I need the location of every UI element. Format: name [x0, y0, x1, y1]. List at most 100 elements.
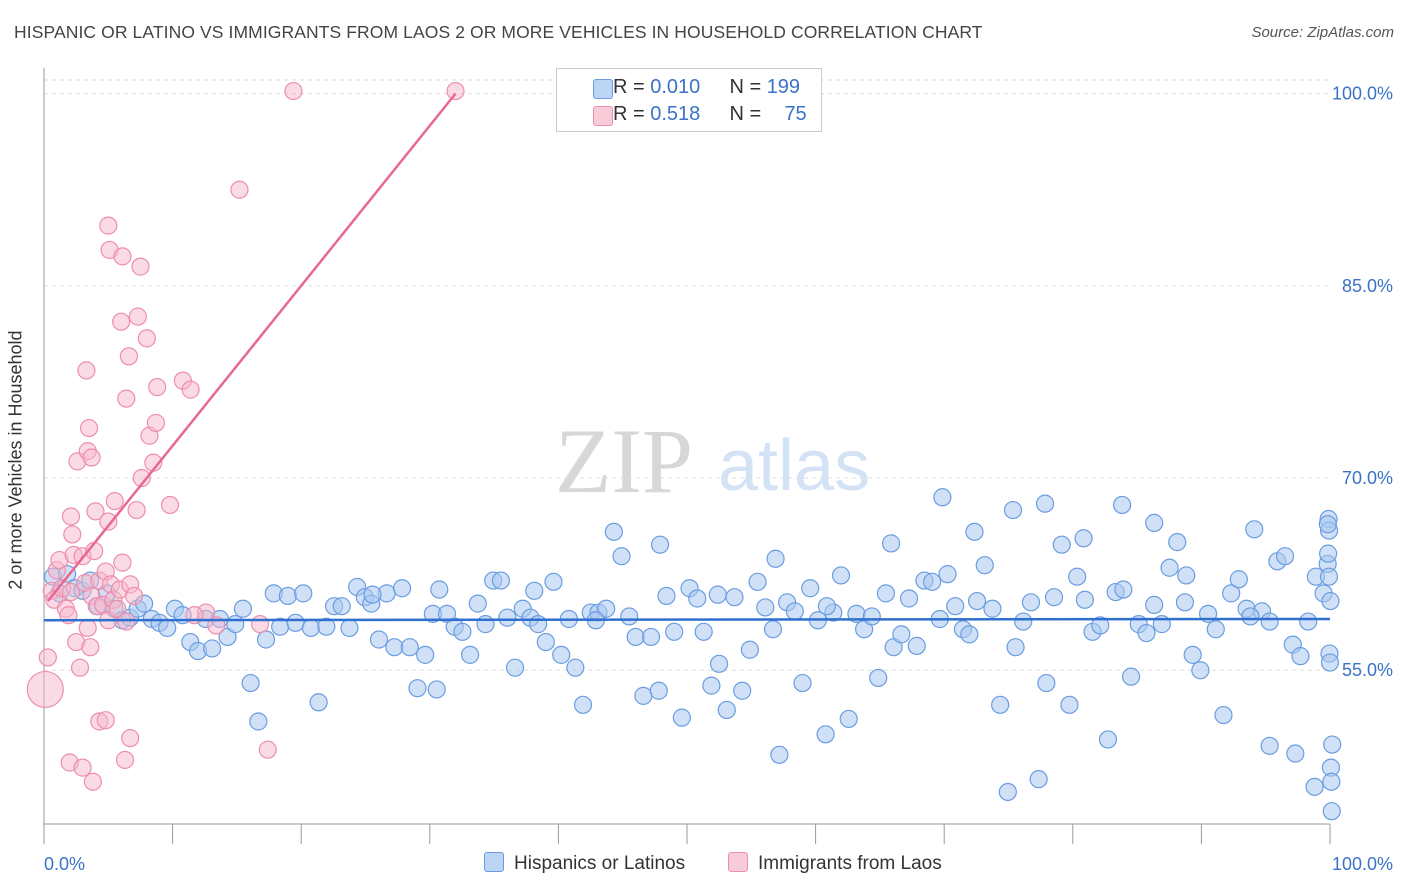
y-axis-tick-labels: 55.0% 70.0% 85.0% 100.0% — [1332, 84, 1393, 681]
laos-point — [82, 448, 101, 467]
laos-point — [258, 740, 277, 759]
laos-point — [121, 729, 140, 748]
hispanics-point — [1006, 638, 1025, 657]
hispanics-point — [831, 566, 851, 585]
hispanics-point — [933, 488, 952, 507]
hispanics-point — [1260, 612, 1279, 631]
legend-r-value-1: 0.010 — [650, 76, 701, 98]
hispanics-point — [688, 589, 707, 608]
hispanics-point — [294, 584, 313, 603]
laos-point — [99, 512, 118, 531]
legend-r-value-2: 0.518 — [650, 103, 701, 125]
x-tick-label: 100.0% — [1332, 854, 1393, 874]
hispanics-point — [1260, 736, 1279, 755]
hispanics-point — [460, 645, 480, 664]
hispanics-point — [408, 679, 427, 698]
hispanics-point — [241, 673, 260, 693]
hispanics-point — [665, 622, 684, 641]
hispanics-point — [801, 579, 820, 598]
hispanics-point — [1014, 612, 1033, 631]
hispanics-point — [1029, 770, 1048, 789]
laos-point — [108, 599, 127, 618]
hispanics-point — [983, 599, 1002, 618]
laos-point — [137, 329, 156, 348]
hispanics-point — [1074, 529, 1093, 548]
hispanics-point — [226, 615, 245, 634]
hispanics-point — [1191, 661, 1210, 680]
hispanics-point — [1060, 695, 1079, 714]
hispanics-point — [641, 627, 661, 647]
legend-n-value-2: 75 — [784, 103, 807, 125]
watermark-atlas: atlas — [718, 426, 870, 506]
series-laos-points — [26, 81, 465, 791]
watermark-zip: ZIP — [555, 410, 693, 512]
hispanics-point — [1241, 607, 1260, 626]
hispanics-point — [899, 589, 919, 608]
y-tick-label: 70.0% — [1342, 468, 1393, 488]
legend-swatch-pink — [593, 106, 613, 126]
hispanics-point — [416, 645, 435, 664]
laos-point — [113, 247, 132, 266]
hispanics-point — [702, 676, 721, 695]
hispanics-point — [1229, 570, 1248, 589]
hispanics-point — [785, 602, 804, 621]
hispanics-point — [1222, 584, 1241, 603]
x-tick-label: 0.0% — [44, 854, 85, 874]
hispanics-point — [392, 579, 412, 598]
laos-point — [117, 612, 136, 631]
hispanics-point — [430, 580, 449, 599]
hispanics-point — [1145, 595, 1164, 614]
hispanics-point — [923, 572, 942, 591]
hispanics-point — [536, 632, 555, 652]
hispanics-point — [604, 522, 623, 541]
laos-point — [78, 618, 97, 638]
hispanics-point — [1137, 623, 1156, 643]
hispanics-point — [1322, 772, 1341, 791]
hispanics-point — [657, 586, 676, 606]
laos-point — [96, 711, 115, 730]
y-tick-label: 100.0% — [1332, 84, 1393, 104]
hispanics-point — [650, 535, 670, 554]
hispanics-point — [1322, 802, 1341, 821]
laos-point — [446, 81, 465, 101]
hispanics-point — [1286, 744, 1305, 763]
y-tick-label: 55.0% — [1342, 660, 1393, 680]
hispanics-point — [552, 645, 571, 664]
hispanics-point — [1121, 667, 1141, 686]
hispanics-point — [468, 594, 487, 613]
hispanics-point — [1145, 513, 1164, 532]
hispanics-point — [946, 597, 965, 616]
correlation-legend: R = 0.010 N = 199 R = 0.518 N = 75 — [556, 68, 822, 132]
hispanics-point — [1299, 612, 1318, 631]
watermark: ZIP atlas — [555, 410, 870, 512]
hispanics-point — [839, 709, 858, 729]
bottom-legend-swatch-pink — [728, 852, 748, 872]
y-tick-label: 85.0% — [1342, 276, 1393, 296]
hispanics-point — [694, 622, 713, 641]
laos-point — [127, 500, 146, 520]
hispanics-point — [158, 618, 177, 638]
hispanics-point — [363, 585, 382, 604]
hispanics-point — [862, 607, 881, 626]
hispanics-point — [1003, 500, 1023, 520]
hispanics-point — [544, 572, 563, 591]
hispanics-point — [740, 640, 759, 659]
hispanics-point — [1319, 544, 1338, 563]
hispanics-point — [427, 680, 446, 699]
laos-point — [38, 648, 57, 667]
hispanics-point — [816, 725, 835, 744]
hispanics-point — [717, 700, 736, 720]
hispanics-point — [525, 581, 544, 600]
hispanics-point — [1044, 588, 1064, 607]
hispanics-point — [991, 695, 1010, 714]
hispanics-point — [278, 586, 297, 606]
hispanics-point — [725, 588, 744, 607]
hispanics-point — [1114, 580, 1133, 599]
hispanics-point — [1275, 547, 1295, 566]
hispanics-point — [573, 695, 593, 714]
hispanics-point — [1091, 616, 1110, 635]
hispanics-point — [634, 686, 653, 705]
laos-point — [131, 257, 150, 276]
trend-lines — [43, 92, 1331, 622]
